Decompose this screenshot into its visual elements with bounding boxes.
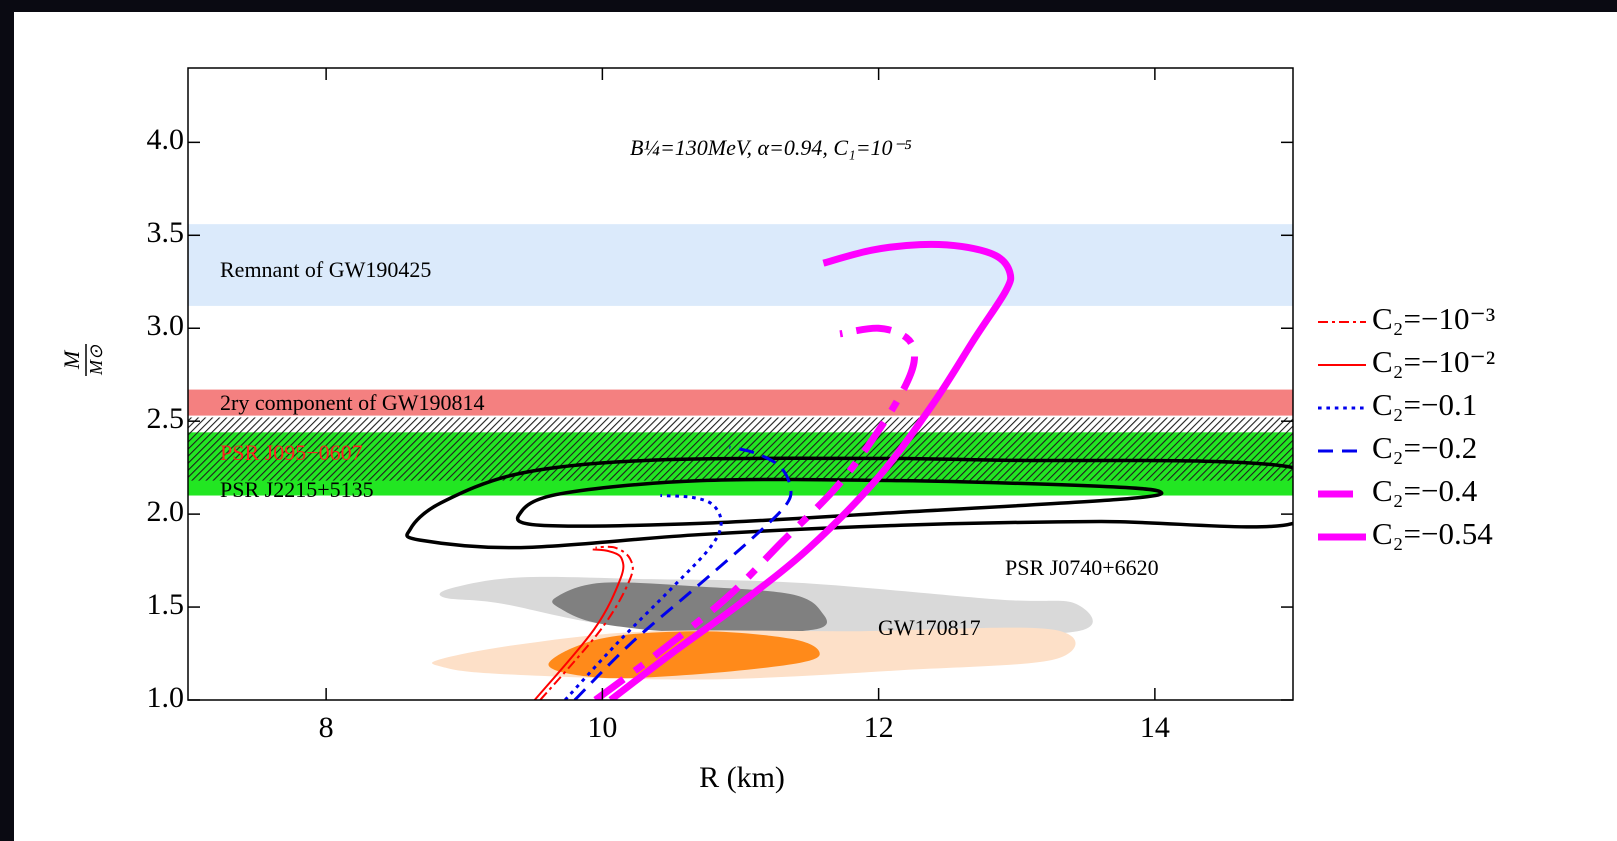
band-label: PSR J095−0607 [220, 440, 363, 465]
region-label: GW170817 [878, 615, 981, 640]
region-label: PSR J0740+6620 [1005, 555, 1159, 580]
legend-label: C₂=−0.2 [1372, 430, 1477, 465]
band-label: 2ry component of GW190814 [220, 390, 485, 415]
y-tick-label: 3.5 [147, 216, 185, 249]
x-tick-label: 10 [587, 711, 617, 744]
annotation: B¼=130MeV, α=0.94, C₁=10⁻⁵ [630, 135, 912, 160]
chart: Remnant of GW190425 PSR J2215+5135 PSR J09… [0, 0, 1617, 841]
y-tick-label: 1.0 [147, 681, 185, 714]
legend-label: C₂=−10⁻² [1372, 344, 1495, 379]
y-tick-label: 1.5 [147, 588, 185, 621]
y-tick-label: 2.5 [147, 402, 185, 435]
x-axis-label: R (km) [699, 761, 785, 794]
y-tick-label: 4.0 [147, 123, 185, 156]
y-label-numerator: M [59, 349, 84, 370]
x-tick-label: 14 [1140, 711, 1170, 744]
x-tick-label: 12 [864, 711, 894, 744]
legend-label: C₂=−0.1 [1372, 387, 1477, 422]
legend-label: C₂=−0.4 [1372, 473, 1478, 508]
y-tick-label: 3.0 [147, 309, 185, 342]
x-tick-label: 8 [319, 711, 334, 744]
band-label: Remnant of GW190425 [220, 257, 431, 282]
legend-label: C₂=−10⁻³ [1372, 301, 1495, 336]
band-label: PSR J2215+5135 [220, 477, 374, 502]
y-tick-label: 2.0 [147, 495, 185, 528]
y-label-denominator: M⊙ [86, 344, 106, 376]
legend-label: C₂=−0.54 [1372, 516, 1493, 551]
